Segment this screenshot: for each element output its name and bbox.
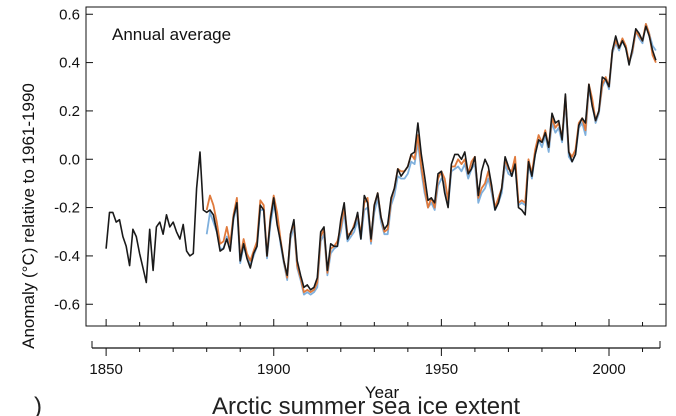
next-panel-title: Arctic summer sea ice extent [212, 393, 520, 416]
y-tick-label: -0.2 [54, 200, 80, 217]
y-tick-label: -0.4 [54, 248, 80, 265]
chart-title: Annual average [112, 25, 231, 44]
series-line-1 [205, 22, 657, 294]
y-tick-label: 0.2 [59, 103, 80, 120]
chart-series-layer [105, 22, 657, 296]
x-tick-label: 1850 [89, 361, 122, 378]
partial-panel-letter: ) [34, 393, 42, 416]
y-axis-title: Anomaly (°C) relative to 1961-1990 [19, 83, 38, 349]
y-tick-label: -0.6 [54, 296, 80, 313]
plot-frame [85, 6, 667, 327]
y-tick-label: 0.4 [59, 55, 80, 72]
chart-labels: Annual average Anomaly (°C) relative to … [19, 25, 400, 402]
x-tick-label: 1900 [257, 361, 290, 378]
chart-axes: -0.6 -0.4 -0.2 0.0 0.2 0.4 0.6 1850 1900 1950 2000 [54, 6, 667, 378]
next-panel-fragment: ) Arctic summer sea ice extent [34, 393, 520, 416]
x-axis-title: Year [365, 383, 400, 402]
x-tick-label: 2000 [592, 361, 625, 378]
y-tick-label: 0.6 [59, 6, 80, 23]
y-tick-label: 0.0 [59, 151, 80, 168]
series-line-0 [105, 25, 657, 291]
x-tick-label: 1950 [425, 361, 458, 378]
series-line-2 [205, 22, 657, 296]
